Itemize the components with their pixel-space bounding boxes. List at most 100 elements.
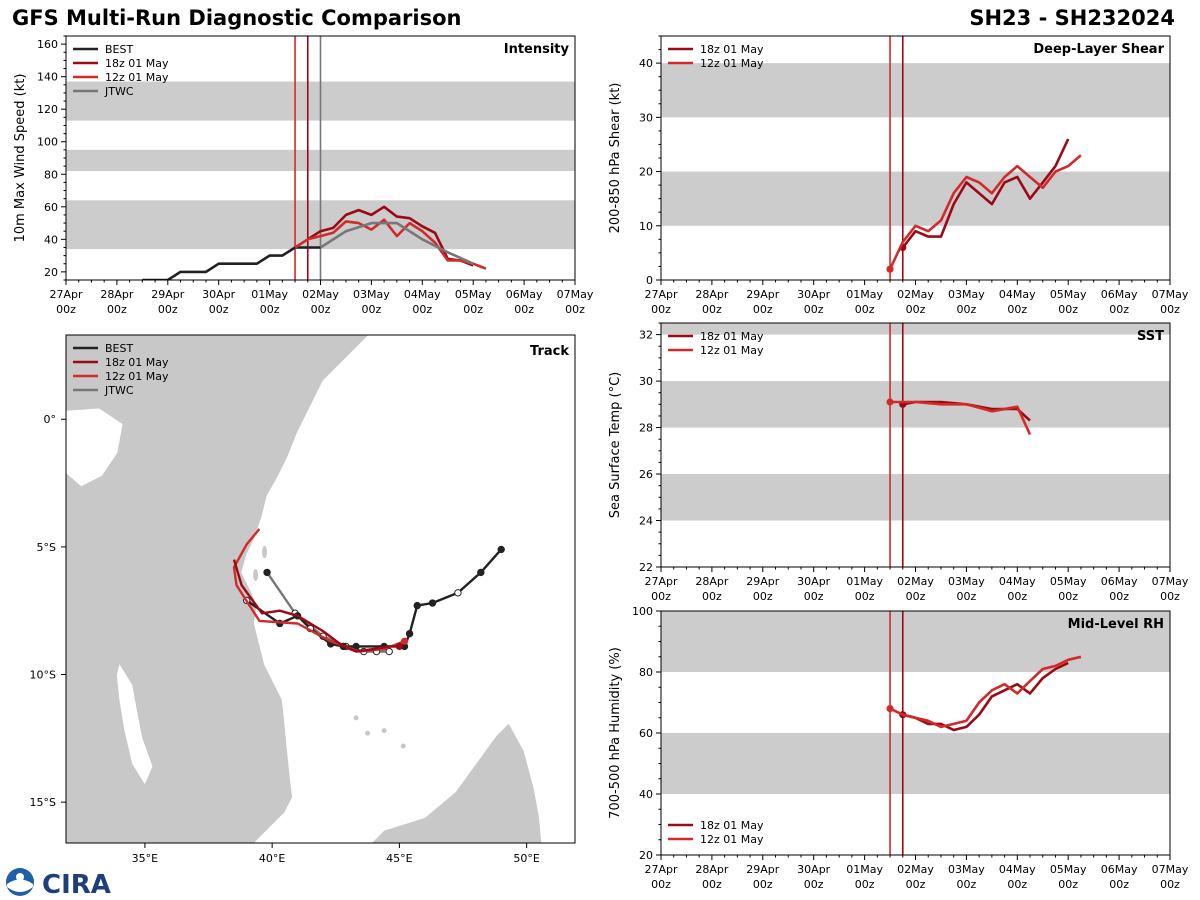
x-tick-label-hour: 00z — [1058, 590, 1078, 603]
series-line-run18 — [902, 661, 1069, 732]
rh-plot-area — [661, 611, 1170, 855]
y-tick-label: 140 — [37, 71, 58, 84]
x-tick-label-day: 06May — [1101, 863, 1138, 876]
x-tick-label-hour: 00z — [1007, 590, 1027, 603]
y-tick-label: 30 — [639, 375, 653, 388]
legend-label: 18z 01 May — [700, 43, 764, 56]
lake-malawi — [116, 664, 153, 785]
legend-label: 18z 01 May — [700, 330, 764, 343]
x-tick-label-day: 05May — [455, 288, 492, 301]
island — [253, 568, 259, 581]
track-point-best — [477, 568, 485, 577]
x-tick-label-day: 05May — [1050, 575, 1087, 588]
y-axis-label: 10m Max Wind Speed (kt) — [13, 74, 28, 243]
x-tick-label-hour: 00z — [107, 303, 127, 316]
y-tick-label: 80 — [639, 666, 653, 679]
rh-panel: 27Apr 00z 28Apr 00z 29Apr 00z 30Apr 00z 01May 00z… — [608, 605, 1189, 891]
x-tick-label-hour: 00z — [565, 303, 585, 316]
y-tick-label: 24 — [639, 515, 653, 528]
x-tick-label-hour: 00z — [957, 590, 977, 603]
x-tick-label-hour: 00z — [1007, 303, 1027, 316]
x-tick-label-hour: 00z — [804, 303, 824, 316]
lat-tick-label: 5°S — [37, 541, 56, 554]
x-tick-label-hour: 00z — [1109, 878, 1129, 891]
x-tick-label-day: 03May — [353, 288, 390, 301]
track-point-best — [413, 601, 421, 610]
panel-title: Deep-Layer Shear — [1033, 42, 1164, 57]
track-point-best — [454, 589, 462, 597]
x-tick-label-hour: 00z — [702, 303, 722, 316]
y-tick-label: 0 — [646, 274, 653, 287]
legend-label: BEST — [105, 43, 133, 56]
x-tick-label-day: 04May — [404, 288, 441, 301]
y-tick-label: 40 — [44, 233, 58, 246]
x-tick-label-hour: 00z — [702, 590, 722, 603]
x-tick-label-day: 28Apr — [100, 288, 134, 301]
x-tick-label-day: 07May — [1152, 288, 1189, 301]
shaded-band — [661, 323, 1170, 335]
legend-label: BEST — [105, 342, 133, 355]
shaded-band — [661, 381, 1170, 428]
x-tick-label-hour: 00z — [1007, 878, 1027, 891]
x-tick-label-hour: 00z — [957, 878, 977, 891]
x-tick-label-hour: 00z — [311, 303, 331, 316]
x-tick-label-hour: 00z — [1160, 303, 1180, 316]
x-tick-label-day: 04May — [999, 288, 1036, 301]
x-tick-label-day: 03May — [948, 863, 985, 876]
x-tick-label-hour: 00z — [651, 590, 671, 603]
sst-panel: 27Apr 00z 28Apr 00z 29Apr 00z 30Apr 00z 01May 00z… — [608, 322, 1189, 603]
storm-id-title: SH23 - SH232024 — [969, 6, 1175, 30]
y-tick-label: 20 — [639, 849, 653, 862]
x-tick-label-hour: 00z — [56, 303, 76, 316]
lat-tick-label: 10°S — [30, 669, 56, 682]
x-tick-label-day: 28Apr — [695, 863, 729, 876]
x-tick-label-day: 02May — [302, 288, 339, 301]
x-tick-label-day: 04May — [999, 575, 1036, 588]
series-line-run12 — [890, 400, 1032, 436]
x-tick-label-hour: 00z — [804, 878, 824, 891]
x-tick-label-day: 30Apr — [202, 288, 236, 301]
x-tick-label-day: 02May — [897, 863, 934, 876]
y-tick-label: 100 — [632, 605, 653, 618]
x-tick-label-day: 03May — [948, 575, 985, 588]
y-tick-label: 20 — [639, 166, 653, 179]
x-tick-label-day: 30Apr — [797, 575, 831, 588]
x-tick-label-hour: 00z — [209, 303, 229, 316]
shaded-band — [661, 733, 1170, 794]
x-tick-label-hour: 00z — [651, 878, 671, 891]
x-tick-label-day: 28Apr — [695, 575, 729, 588]
track-map-area — [66, 335, 575, 843]
madagascar-land — [370, 722, 543, 843]
x-tick-label-day: 02May — [897, 288, 934, 301]
x-tick-label-hour: 00z — [753, 878, 773, 891]
x-tick-label-day: 27Apr — [644, 863, 678, 876]
x-tick-label-hour: 00z — [362, 303, 382, 316]
legend-label: 12z 01 May — [700, 57, 764, 70]
x-tick-label-day: 30Apr — [797, 288, 831, 301]
intensity-panel: 27Apr 00z 28Apr 00z 29Apr 00z 30Apr 00z 01May 00z… — [13, 35, 594, 316]
x-tick-label-hour: 00z — [906, 878, 926, 891]
track-panel: 35°E 40°E 45°E 50°E 0° 5°S 10°S 15°S Track BEST18… — [30, 334, 576, 865]
y-tick-label: 28 — [639, 422, 653, 435]
x-tick-label-hour: 00z — [855, 303, 875, 316]
x-tick-label-hour: 00z — [855, 878, 875, 891]
x-tick-label-day: 07May — [1152, 575, 1189, 588]
track-point-best — [497, 545, 505, 554]
x-tick-label-hour: 00z — [753, 590, 773, 603]
x-tick-label-day: 07May — [557, 288, 594, 301]
legend-label: 12z 01 May — [700, 833, 764, 846]
x-tick-label-hour: 00z — [906, 303, 926, 316]
lon-tick-label: 45°E — [386, 852, 412, 865]
track-point-best — [405, 629, 414, 638]
legend-label: 18z 01 May — [105, 57, 169, 70]
series-line-run18 — [307, 205, 474, 267]
panel-title: Track — [530, 344, 569, 359]
x-tick-label-hour: 00z — [1058, 878, 1078, 891]
x-tick-label-day: 30Apr — [797, 863, 831, 876]
x-tick-label-hour: 00z — [1109, 303, 1129, 316]
lon-tick-label: 50°E — [513, 852, 539, 865]
